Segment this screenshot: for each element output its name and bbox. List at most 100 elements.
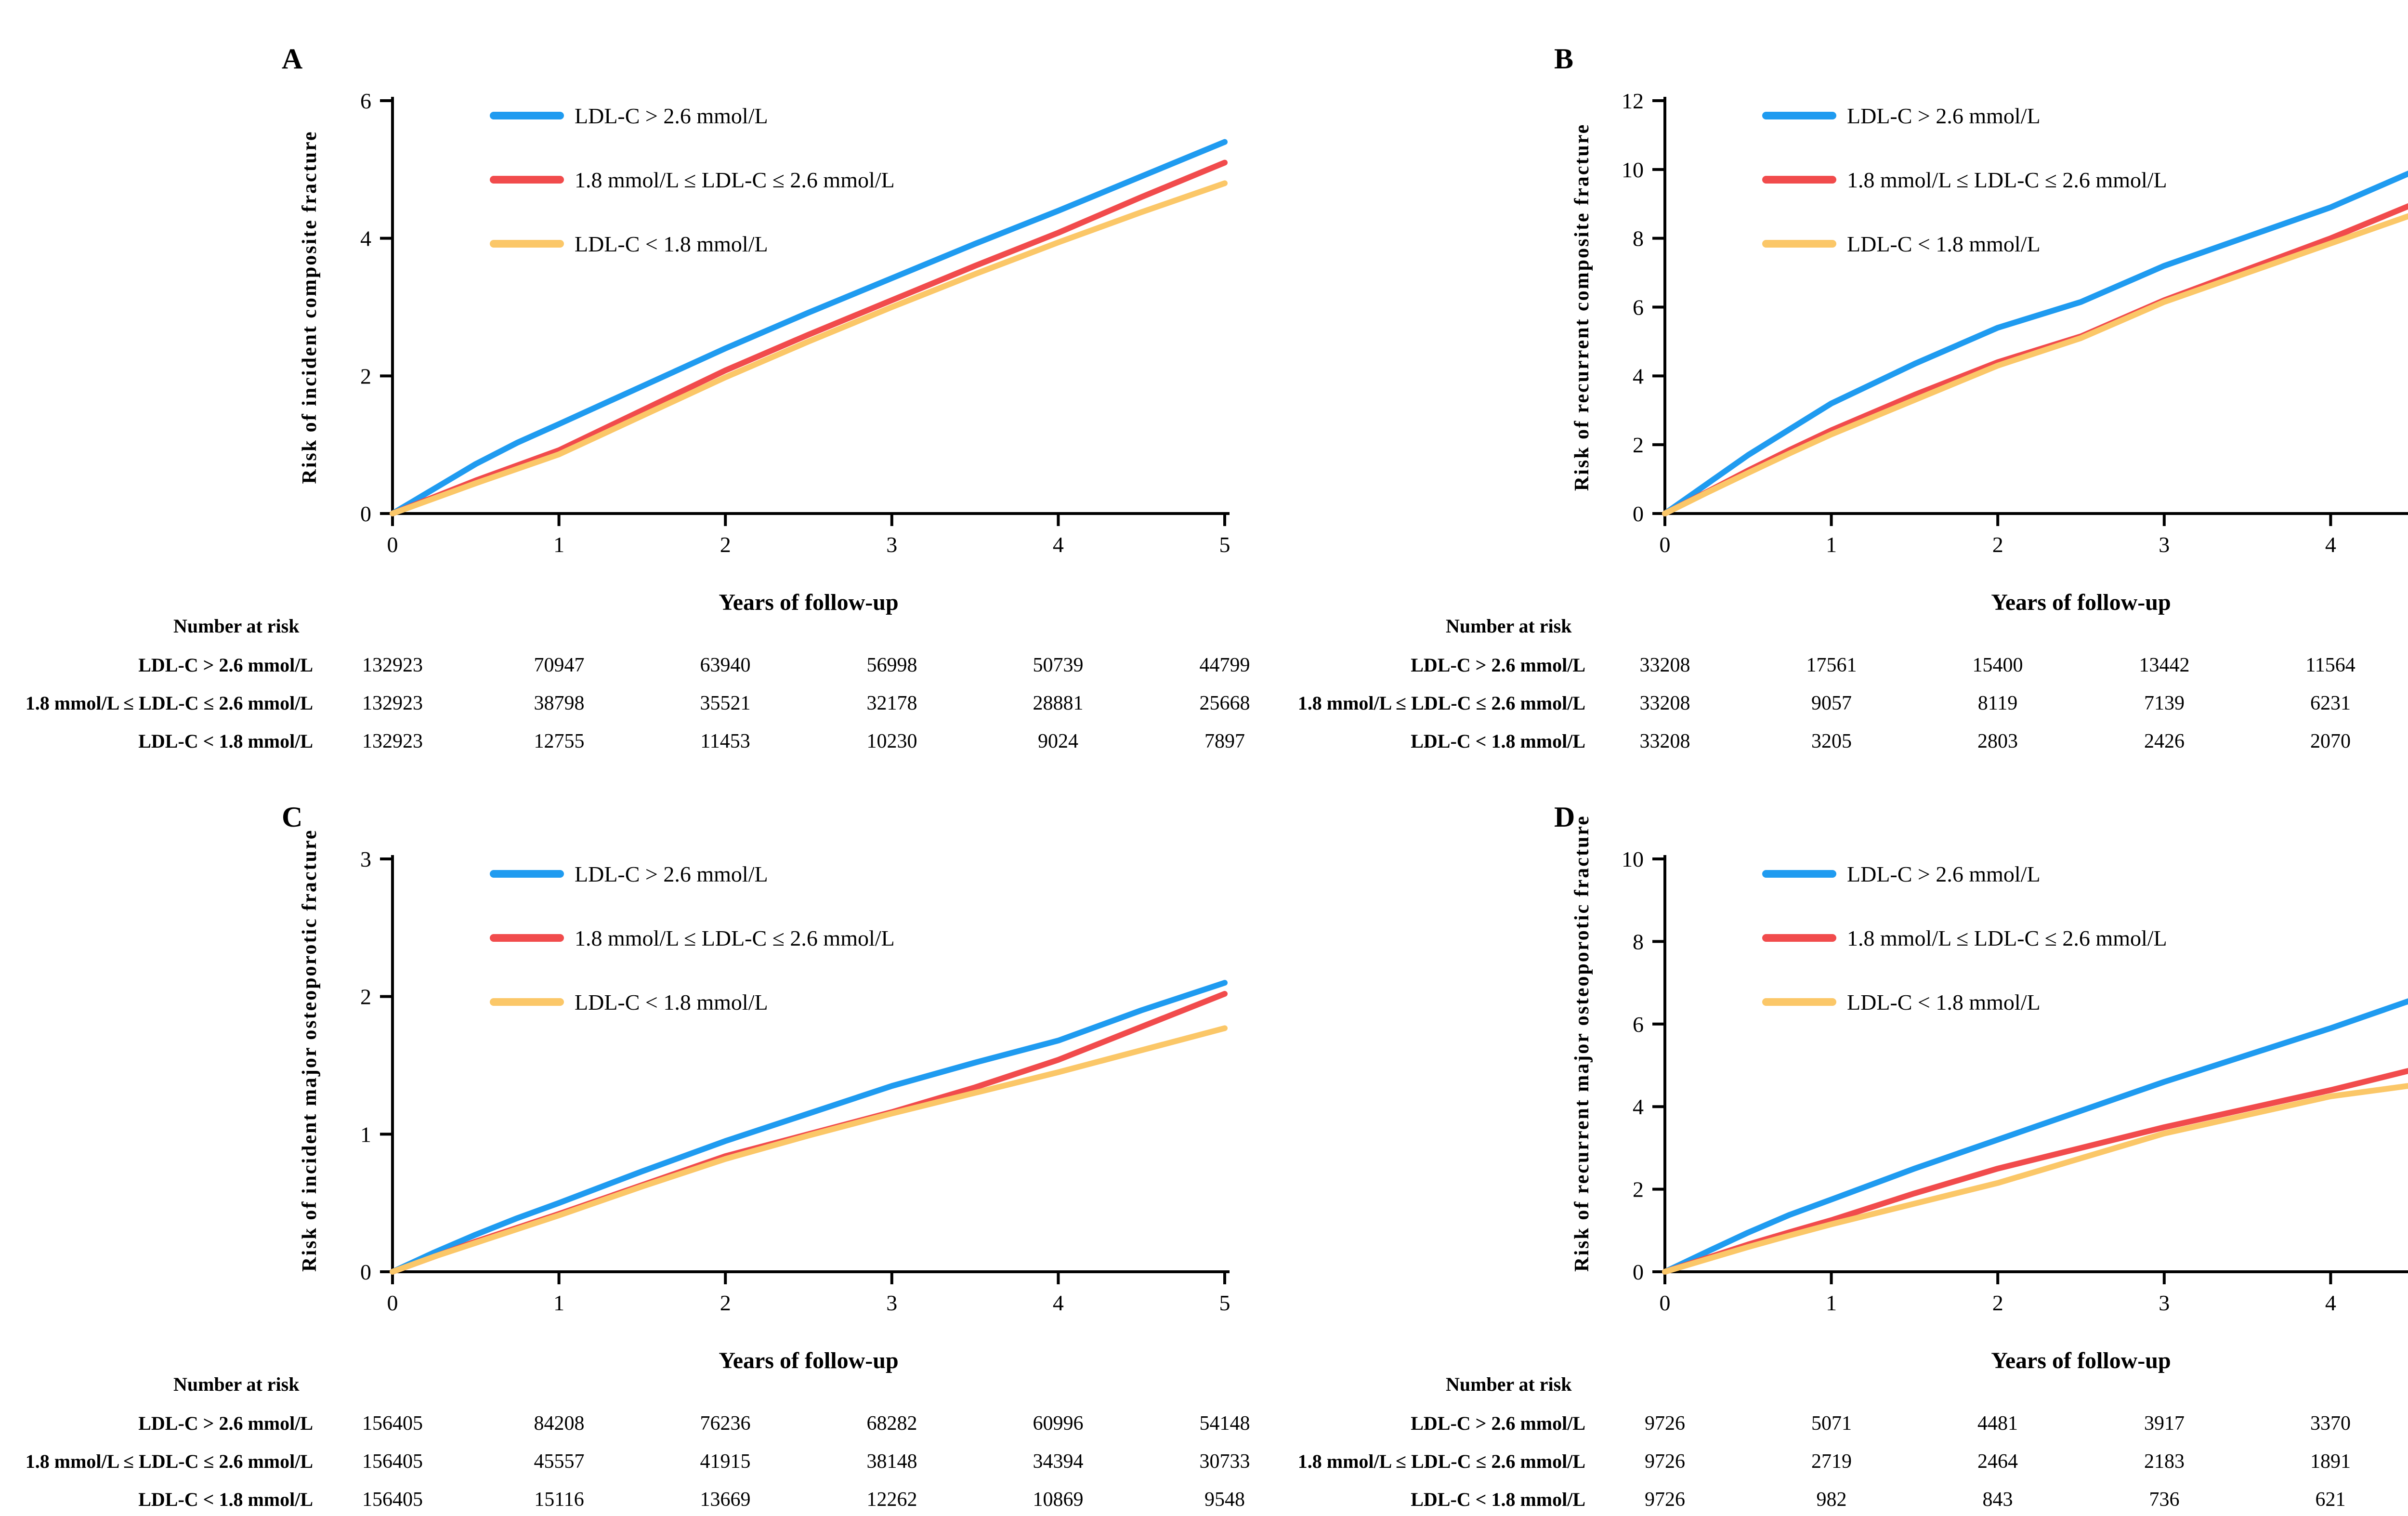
risk-count: 3370 [2310, 1412, 2351, 1435]
x-tick-label: 1 [553, 532, 564, 557]
risk-count: 132923 [362, 692, 423, 714]
series-line-3 [1662, 213, 2408, 516]
x-tick-label: 2 [1992, 532, 2003, 557]
number-at-risk-heading: Number at risk [173, 1373, 300, 1395]
x-tick-label: 2 [720, 532, 731, 557]
risk-count: 32178 [866, 692, 917, 714]
panel-c: C Risk of incident major osteoporotic fr… [0, 758, 1272, 1516]
risk-count: 34394 [1033, 1450, 1084, 1473]
risk-count: 30733 [1199, 1450, 1250, 1473]
risk-count: 17561 [1806, 654, 1857, 676]
x-tick-label: 1 [1826, 532, 1837, 557]
x-tick-label: 4 [1053, 532, 1064, 557]
x-tick-label: 5 [1219, 1291, 1230, 1315]
y-tick-label: 8 [1633, 226, 1644, 251]
risk-count: 10869 [1033, 1489, 1084, 1511]
y-tick-label: 2 [360, 364, 371, 388]
risk-count: 2426 [2144, 730, 2185, 752]
y-tick-label: 2 [1633, 433, 1644, 457]
panel-letter-a: A [282, 43, 303, 75]
x-axis-title: Years of follow-up [1991, 1348, 2171, 1373]
risk-count: 63940 [700, 654, 751, 676]
risk-count: 35521 [700, 692, 751, 714]
risk-row-label: LDL-C < 1.8 mmol/L [1411, 730, 1585, 752]
series-line-1 [1662, 998, 2408, 1275]
y-tick-label: 12 [1622, 89, 1644, 113]
y-tick-label: 10 [1622, 158, 1644, 182]
x-tick-label: 4 [2325, 532, 2336, 557]
risk-count: 70947 [534, 654, 585, 676]
risk-count: 4481 [1977, 1412, 2018, 1435]
risk-count: 9726 [1645, 1450, 1685, 1473]
risk-count: 38148 [866, 1450, 917, 1473]
risk-count: 9726 [1645, 1412, 1685, 1435]
risk-count: 2070 [2310, 730, 2351, 752]
y-tick-label: 4 [360, 226, 371, 251]
risk-count: 6231 [2310, 692, 2351, 714]
axes [391, 855, 1230, 1273]
risk-count: 2464 [1977, 1450, 2018, 1473]
risk-count: 41915 [700, 1450, 751, 1473]
risk-row: 1.8 mmol/L ≤ LDL-C ≤ 2.6 mmol/L 33208 90… [1272, 692, 2408, 719]
y-tick-label: 6 [1633, 295, 1644, 320]
risk-count: 132923 [362, 654, 423, 676]
risk-count: 5071 [1811, 1412, 1852, 1435]
legend-label: 1.8 mmol/L ≤ LDL-C ≤ 2.6 mmol/L [1847, 168, 2167, 192]
legend-label: LDL-C < 1.8 mmol/L [1847, 990, 2041, 1015]
risk-count: 736 [2149, 1489, 2180, 1511]
risk-count: 38798 [534, 692, 585, 714]
x-tick-label: 4 [2325, 1291, 2336, 1315]
risk-count: 28881 [1033, 692, 1084, 714]
y-tick-label: 2 [360, 985, 371, 1009]
legend-label: 1.8 mmol/L ≤ LDL-C ≤ 2.6 mmol/L [575, 168, 895, 192]
risk-count: 1891 [2310, 1450, 2351, 1473]
risk-row: LDL-C < 1.8 mmol/L 156405 15116 13669 12… [0, 1488, 1272, 1515]
number-at-risk-heading: Number at risk [173, 615, 300, 637]
axes [1663, 97, 2408, 515]
number-at-risk-heading: Number at risk [1446, 1373, 1572, 1395]
axes [1663, 855, 2408, 1273]
y-tick-label: 0 [360, 501, 371, 526]
x-tick-label: 1 [553, 1291, 564, 1315]
risk-count: 15116 [534, 1489, 584, 1511]
x-axis-title: Years of follow-up [719, 590, 898, 615]
y-tick-label: 10 [1622, 847, 1644, 871]
risk-count: 45557 [534, 1450, 585, 1473]
y-tick-label: 8 [1633, 929, 1644, 954]
risk-count: 7139 [2144, 692, 2185, 714]
x-tick-label: 1 [1826, 1291, 1837, 1315]
risk-count: 621 [2315, 1489, 2346, 1511]
risk-row-label: LDL-C > 2.6 mmol/L [1411, 1412, 1585, 1434]
risk-row-label: LDL-C > 2.6 mmol/L [138, 1412, 313, 1434]
risk-count: 843 [1982, 1489, 2013, 1511]
risk-count: 3917 [2144, 1412, 2185, 1435]
series-line-1 [390, 139, 1228, 516]
risk-count: 25668 [1199, 692, 1250, 714]
risk-count: 33208 [1639, 730, 1690, 752]
risk-row-label: 1.8 mmol/L ≤ LDL-C ≤ 2.6 mmol/L [25, 692, 313, 714]
risk-row-label: LDL-C < 1.8 mmol/L [138, 730, 313, 752]
risk-count: 132923 [362, 730, 423, 752]
series-line-3 [1662, 1083, 2408, 1275]
legend-label: LDL-C < 1.8 mmol/L [1847, 232, 2041, 256]
series-line-1 [1662, 171, 2408, 516]
risk-count: 12262 [866, 1489, 917, 1511]
x-tick-label: 2 [720, 1291, 731, 1315]
risk-count: 9024 [1038, 730, 1078, 752]
risk-count: 2803 [1977, 730, 2018, 752]
y-tick-label: 0 [1633, 501, 1644, 526]
axes [391, 97, 1230, 515]
legend-label: LDL-C < 1.8 mmol/L [575, 232, 768, 256]
legend-label: 1.8 mmol/L ≤ LDL-C ≤ 2.6 mmol/L [1847, 926, 2167, 950]
risk-row: LDL-C > 2.6 mmol/L 9726 5071 4481 3917 3… [1272, 1412, 2408, 1439]
incident-major-osteoporotic-fracture-chart: 0 1 2 3 0 1 2 3 4 5 Years of follow-up LDL-C > 2.6 … [360, 847, 1230, 1373]
risk-count: 13442 [2139, 654, 2190, 676]
risk-count: 3205 [1811, 730, 1852, 752]
risk-row: LDL-C > 2.6 mmol/L 156405 84208 76236 68… [0, 1412, 1272, 1439]
x-tick-label: 3 [2159, 532, 2170, 557]
risk-count: 44799 [1199, 654, 1250, 676]
risk-count: 60996 [1033, 1412, 1084, 1435]
panel-letter-c: C [282, 801, 303, 833]
